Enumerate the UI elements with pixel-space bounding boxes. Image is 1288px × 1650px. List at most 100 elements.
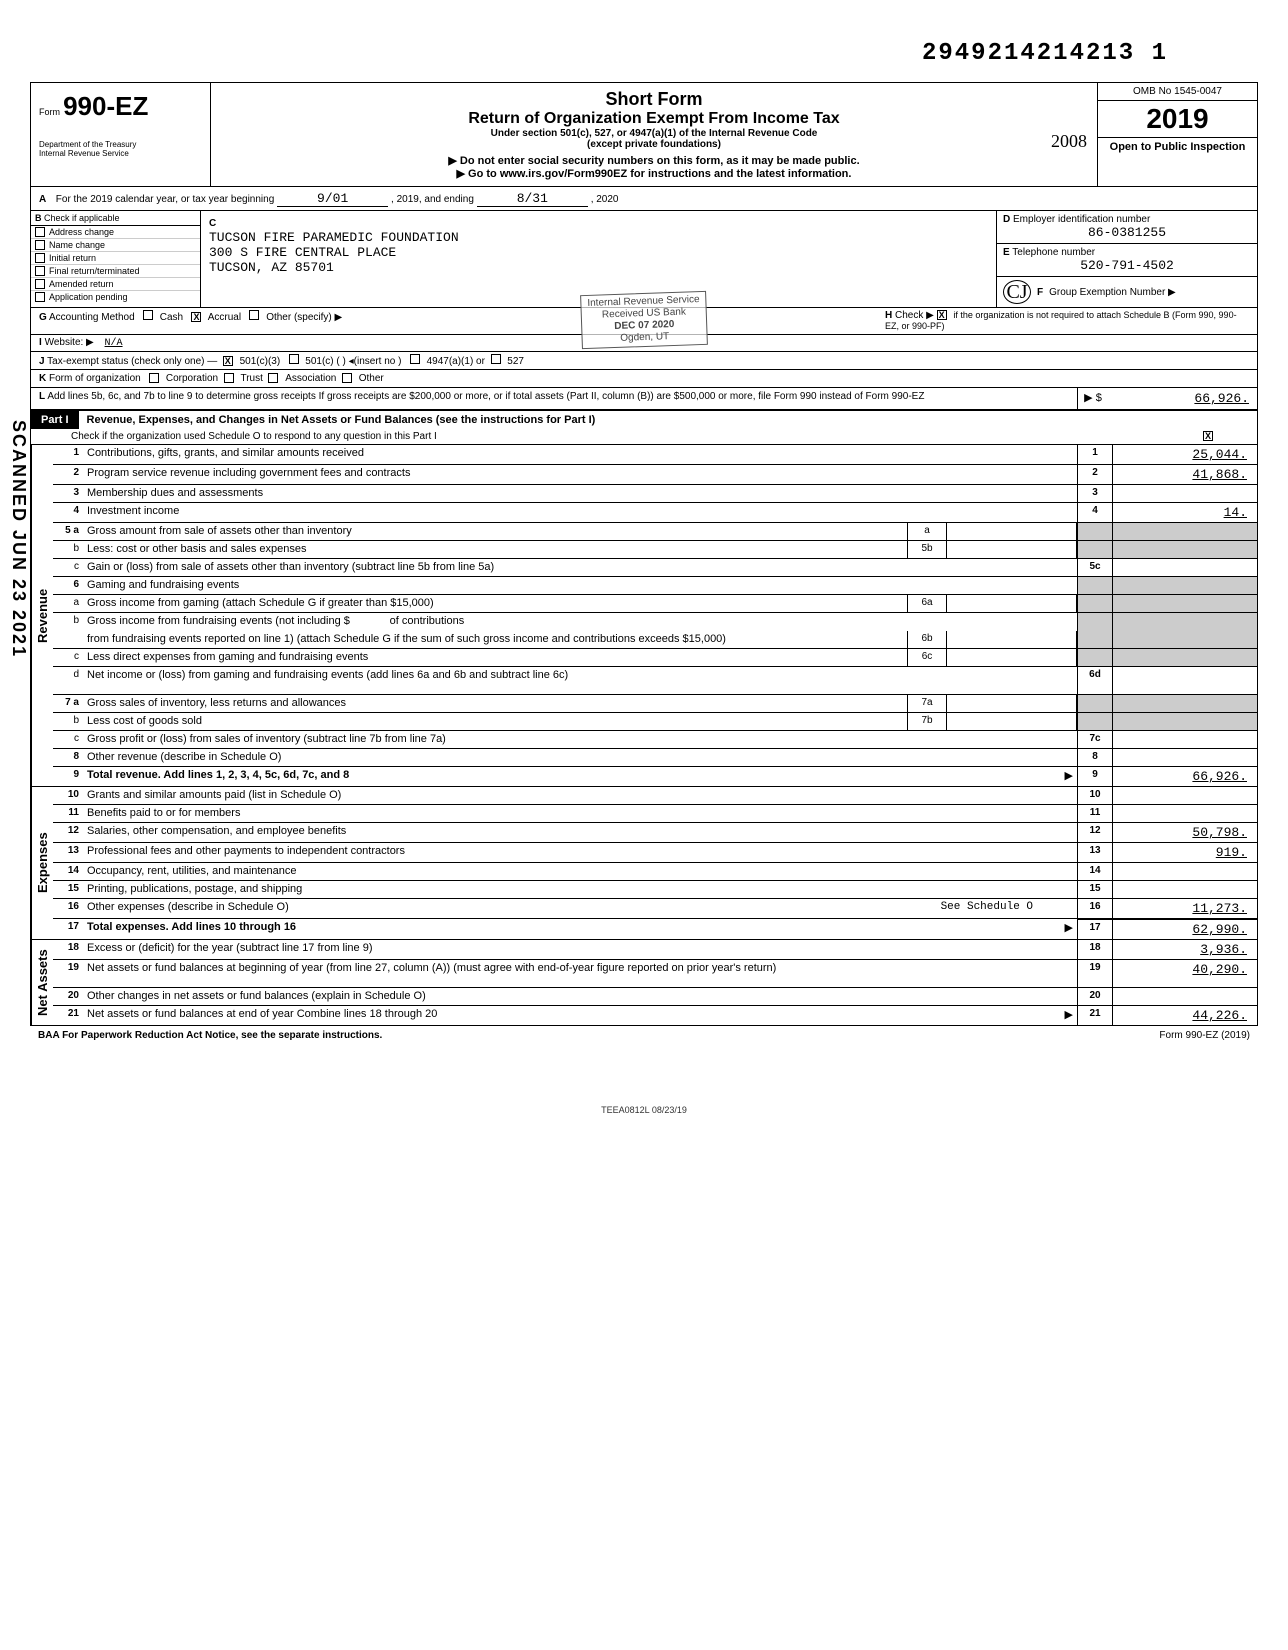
org-addr2: TUCSON, AZ 85701 <box>209 260 334 275</box>
document-id-number: 2949214214213 1 <box>30 40 1258 67</box>
group-exemption-label: Group Exemption Number ▶ <box>1049 287 1176 298</box>
line-6b-desc: Gross income from fundraising events (no… <box>83 613 1077 631</box>
cb-501c[interactable] <box>289 354 299 364</box>
cb-name-change[interactable]: Name change <box>31 239 200 252</box>
line-16-desc: Other expenses (describe in Schedule O) … <box>83 899 1077 918</box>
begin-date[interactable]: 9/01 <box>277 191 388 207</box>
end-date[interactable]: 8/31 <box>477 191 588 207</box>
cb-initial-return[interactable]: Initial return <box>31 252 200 265</box>
tax-exempt-label: Tax-exempt status (check only one) — <box>47 356 217 367</box>
line-17-desc: Total expenses. Add lines 10 through 16 … <box>83 919 1077 939</box>
form-number: 990-EZ <box>63 91 148 121</box>
revenue-side-label: Revenue <box>31 445 53 786</box>
org-name: TUCSON FIRE PARAMEDIC FOUNDATION <box>209 230 459 245</box>
line-19-val: 40,290. <box>1112 960 1257 987</box>
return-title: Return of Organization Exempt From Incom… <box>217 110 1091 128</box>
line-2-val: 41,868. <box>1112 465 1257 484</box>
line-i: I Website: ▶ N/A <box>31 335 877 351</box>
ein-value: 86-0381255 <box>1003 225 1251 240</box>
line-10-desc: Grants and similar amounts paid (list in… <box>83 787 1077 804</box>
cb-corporation[interactable] <box>149 373 159 383</box>
line-a-end2: , 2020 <box>591 194 619 205</box>
line-6a-desc: Gross income from gaming (attach Schedul… <box>83 595 907 612</box>
cb-other-org[interactable] <box>342 373 352 383</box>
line-6-desc: Gaming and fundraising events <box>83 577 1077 594</box>
net-assets-body: 18Excess or (deficit) for the year (subt… <box>53 940 1257 1025</box>
line-h: H Check ▶ if the organization is not req… <box>877 308 1257 334</box>
cb-sched-o[interactable] <box>1203 431 1213 441</box>
line-21-desc: Net assets or fund balances at end of ye… <box>83 1006 1077 1025</box>
col-c-org-info: C TUCSON FIRE PARAMEDIC FOUNDATION 300 S… <box>201 211 997 307</box>
line-7b-desc: Less cost of goods sold <box>83 713 907 730</box>
expenses-body: 10Grants and similar amounts paid (list … <box>53 787 1257 939</box>
line-11-val <box>1112 805 1257 822</box>
line-21-val: 44,226. <box>1112 1006 1257 1025</box>
cb-trust[interactable] <box>224 373 234 383</box>
col-b-checkboxes: B Check if applicable Address change Nam… <box>31 211 201 307</box>
line-a-mid: , 2019, and ending <box>391 194 474 205</box>
open-to-public: Open to Public Inspection <box>1098 138 1257 156</box>
cb-527[interactable] <box>491 354 501 364</box>
label-l: L <box>39 391 45 402</box>
net-assets-section: Net Assets 18Excess or (deficit) for the… <box>31 940 1257 1025</box>
phone-label: Telephone number <box>1012 247 1095 258</box>
row-j: J Tax-exempt status (check only one) — 5… <box>31 352 1257 370</box>
line-14-val <box>1112 863 1257 880</box>
do-not-ssn: ▶ Do not enter social security numbers o… <box>217 154 1091 167</box>
gross-receipts-amount: 66,926. <box>1108 388 1257 409</box>
irs-received-stamp: Internal Revenue Service Received US Ban… <box>580 291 708 349</box>
line-l-text: L Add lines 5b, 6c, and 7b to line 9 to … <box>31 388 1077 409</box>
line-3-val <box>1112 485 1257 502</box>
line-8-desc: Other revenue (describe in Schedule O) <box>83 749 1077 766</box>
line-6c-desc: Less direct expenses from gaming and fun… <box>83 649 907 666</box>
l-arrow: ▶ $ <box>1078 388 1108 409</box>
header-form-number: Form 990-EZ Department of the Treasury I… <box>31 83 211 186</box>
cb-h-schedule-b[interactable] <box>937 310 947 320</box>
short-form-label: Short Form <box>217 89 1091 110</box>
label-h: H <box>885 310 892 321</box>
cb-address-change[interactable]: Address change <box>31 226 200 239</box>
expenses-section: Expenses 10Grants and similar amounts pa… <box>31 787 1257 940</box>
line-7c-desc: Gross profit or (loss) from sales of inv… <box>83 731 1077 748</box>
cb-application-pending[interactable]: Application pending <box>31 291 200 303</box>
row-l: L Add lines 5b, 6c, and 7b to line 9 to … <box>31 388 1257 410</box>
header-title-block: Short Form Return of Organization Exempt… <box>211 83 1097 186</box>
line-19-desc: Net assets or fund balances at beginning… <box>83 960 1077 987</box>
footer-code: TEEA0812L 08/23/19 <box>30 1105 1258 1115</box>
line-a-pre: For the 2019 calendar year, or tax year … <box>56 194 274 205</box>
cb-other-method[interactable] <box>249 310 259 320</box>
label-b: B <box>35 213 42 223</box>
line-j: J Tax-exempt status (check only one) — 5… <box>31 352 1257 369</box>
line-9-desc: Total revenue. Add lines 1, 2, 3, 4, 5c,… <box>83 767 1077 786</box>
line-15-desc: Printing, publications, postage, and shi… <box>83 881 1077 898</box>
under-section: Under section 501(c), 527, or 4947(a)(1)… <box>217 128 1091 139</box>
cb-final-return[interactable]: Final return/terminated <box>31 265 200 278</box>
line-6b-mid <box>947 631 1077 648</box>
cb-501c3[interactable] <box>223 356 233 366</box>
cb-accrual[interactable] <box>191 312 201 322</box>
line-7a-desc: Gross sales of inventory, less returns a… <box>83 695 907 712</box>
form-header: Form 990-EZ Department of the Treasury I… <box>31 83 1257 187</box>
stamp-l4: Ogden, UT <box>588 330 701 346</box>
dept-treasury: Department of the Treasury Internal Reve… <box>39 140 202 158</box>
line-3-desc: Membership dues and assessments <box>83 485 1077 502</box>
website-label: Website: ▶ <box>45 337 94 348</box>
baa-footer: BAA For Paperwork Reduction Act Notice, … <box>30 1026 1258 1045</box>
website-value: N/A <box>97 338 123 349</box>
section-f: CJ F Group Exemption Number ▶ <box>997 277 1257 307</box>
check-h-label: Check ▶ <box>895 310 934 321</box>
revenue-body: 1Contributions, gifts, grants, and simil… <box>53 445 1257 786</box>
cb-amended-return[interactable]: Amended return <box>31 278 200 291</box>
line-6b2-desc: from fundraising events reported on line… <box>83 631 907 648</box>
cb-4947[interactable] <box>410 354 420 364</box>
label-a: A <box>39 194 53 205</box>
line-16-val: 11,273. <box>1112 899 1257 918</box>
form-org-label: Form of organization <box>49 373 141 384</box>
line-6d-val <box>1112 667 1257 694</box>
label-k: K <box>39 373 46 384</box>
cb-association[interactable] <box>268 373 278 383</box>
line-g: G Accounting Method Cash Accrual Other (… <box>31 308 877 334</box>
section-e: E Telephone number 520-791-4502 <box>997 244 1257 277</box>
org-addr1: 300 S FIRE CENTRAL PLACE <box>209 245 396 260</box>
cb-cash[interactable] <box>143 310 153 320</box>
